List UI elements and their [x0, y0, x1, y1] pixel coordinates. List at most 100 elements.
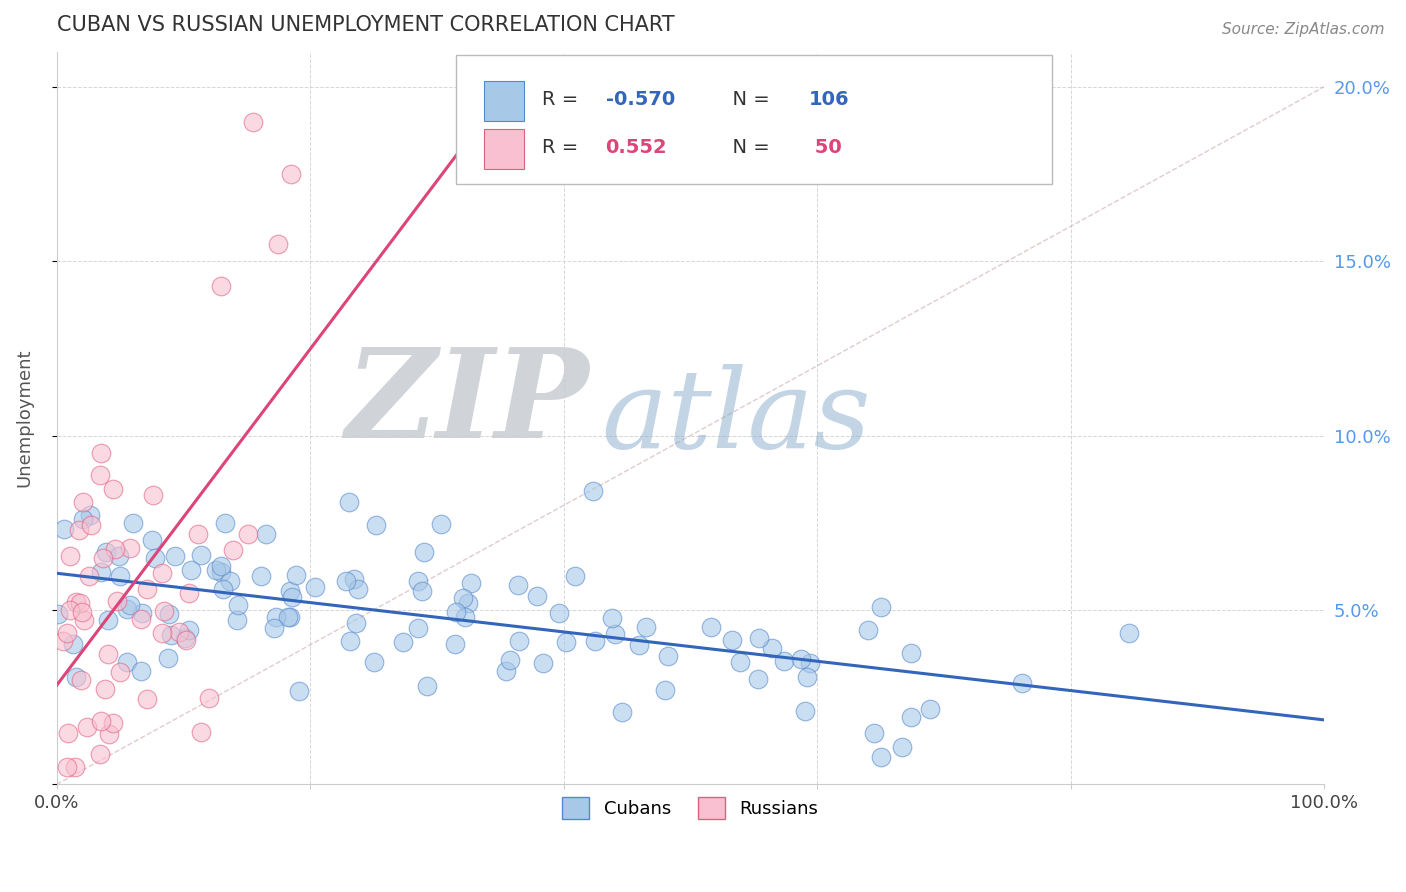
Point [612, 705, 634, 719]
Point [62, 637, 84, 651]
Point [747, 672, 769, 686]
Point [94, 545, 117, 559]
Point [150, 625, 173, 640]
Point [209, 278, 232, 293]
Point [266, 610, 288, 624]
Point [287, 683, 309, 698]
Point [284, 567, 307, 582]
Point [406, 574, 429, 588]
Point [430, 516, 453, 531]
Point [72, 605, 94, 619]
Point [278, 610, 301, 624]
Point [118, 541, 141, 555]
Point [105, 593, 128, 607]
Point [793, 704, 815, 718]
Point [636, 620, 658, 634]
Point [135, 582, 157, 596]
Point [122, 516, 145, 531]
Point [104, 541, 127, 556]
Point [281, 590, 304, 604]
Point [135, 692, 157, 706]
Point [129, 665, 152, 679]
Point [869, 750, 891, 764]
Point [796, 669, 818, 683]
Point [93, 551, 115, 566]
Point [167, 624, 190, 639]
Point [219, 574, 242, 588]
Point [58, 725, 80, 739]
Point [1011, 675, 1033, 690]
Point [416, 679, 439, 693]
Point [457, 596, 479, 610]
Point [870, 599, 893, 614]
Point [69, 596, 91, 610]
Point [600, 611, 623, 625]
Point [117, 655, 139, 669]
Text: 50: 50 [808, 137, 842, 157]
Point [101, 482, 124, 496]
Point [79, 508, 101, 522]
Point [555, 635, 578, 649]
Point [920, 702, 942, 716]
Point [97, 613, 120, 627]
Point [77, 568, 100, 582]
Point [110, 665, 132, 679]
Point [728, 655, 751, 669]
Point [411, 584, 433, 599]
Point [363, 655, 385, 669]
Point [141, 533, 163, 548]
Point [564, 568, 586, 582]
Text: N =: N = [720, 90, 776, 109]
Point [177, 586, 200, 600]
Point [499, 653, 522, 667]
Point [856, 624, 879, 638]
Point [392, 634, 415, 648]
Point [748, 631, 770, 645]
Point [339, 634, 361, 648]
Y-axis label: Unemployment: Unemployment [15, 349, 32, 487]
Point [58, 549, 80, 563]
Point [862, 726, 884, 740]
Point [508, 634, 530, 648]
Point [76, 720, 98, 734]
Text: Source: ZipAtlas.com: Source: ZipAtlas.com [1222, 22, 1385, 37]
Point [495, 664, 517, 678]
Point [254, 526, 277, 541]
Text: ZIP: ZIP [346, 343, 589, 464]
Point [657, 648, 679, 663]
Point [187, 526, 209, 541]
Point [460, 576, 482, 591]
Point [174, 632, 197, 647]
Point [198, 691, 221, 706]
Point [337, 495, 360, 509]
Point [89, 468, 111, 483]
Point [53, 522, 76, 536]
Point [583, 634, 606, 648]
Point [73, 613, 96, 627]
Point [226, 613, 249, 627]
Point [90, 565, 112, 579]
Point [101, 716, 124, 731]
Text: 0.552: 0.552 [606, 137, 666, 157]
Point [654, 682, 676, 697]
Point [97, 647, 120, 661]
Point [720, 632, 742, 647]
Bar [484, 128, 524, 169]
Point [263, 621, 285, 635]
Point [242, 114, 264, 128]
Point [209, 565, 232, 579]
Point [209, 559, 232, 574]
Point [117, 602, 139, 616]
Point [163, 549, 186, 564]
Point [454, 609, 477, 624]
Point [277, 609, 299, 624]
Point [59, 602, 82, 616]
Point [406, 621, 429, 635]
Point [56, 760, 79, 774]
Point [48, 607, 70, 622]
Point [72, 495, 94, 509]
Point [344, 615, 367, 630]
Point [343, 572, 366, 586]
Text: R =: R = [543, 137, 591, 157]
Point [526, 589, 548, 603]
